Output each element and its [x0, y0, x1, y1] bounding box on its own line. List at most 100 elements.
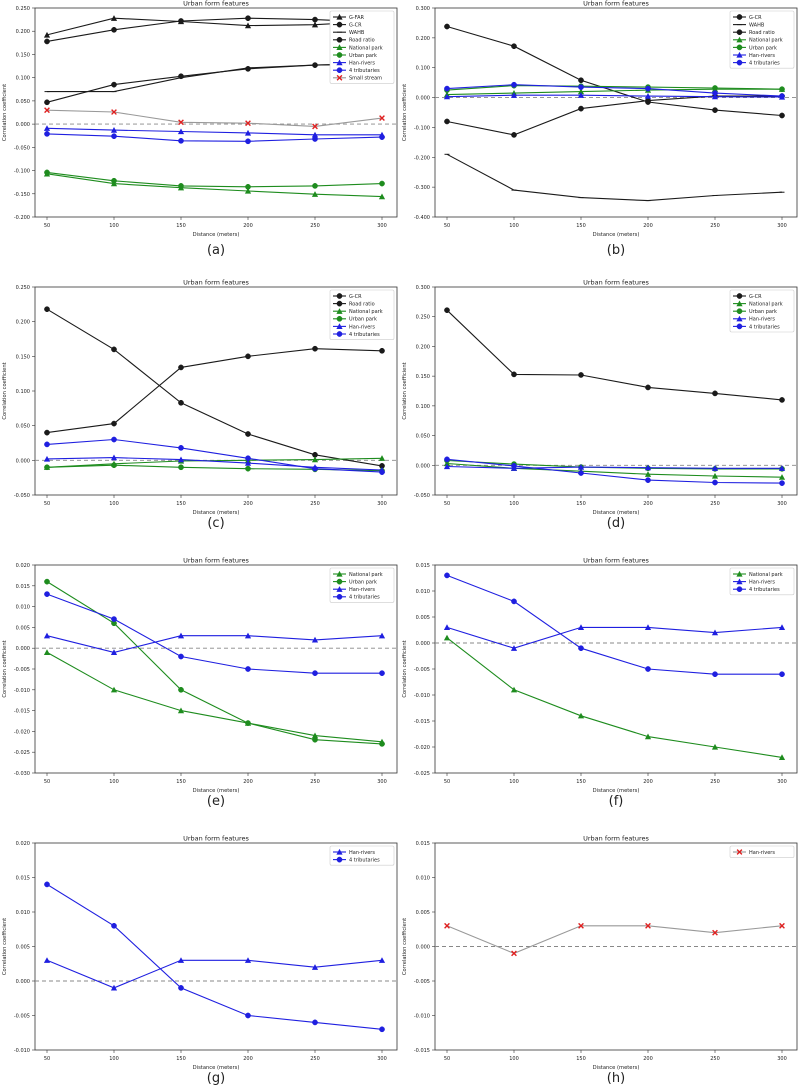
legend-label: WAHB [349, 30, 365, 36]
y-tick-label: 0.100 [416, 66, 430, 72]
data-point [245, 183, 251, 190]
legend-marker [336, 67, 343, 74]
data-point [245, 465, 251, 472]
series-line [46, 133, 383, 142]
data-point [644, 471, 652, 477]
legend-frame [729, 289, 795, 333]
legend-marker [736, 36, 743, 43]
y-tick-label: 0.300 [416, 285, 430, 291]
x-tick-label: 200 [643, 223, 653, 229]
data-point [177, 707, 185, 714]
data-point [778, 754, 786, 761]
x-axis-label: Distance (meters) [193, 1065, 240, 1071]
legend-entry: 4 tributaries [333, 67, 380, 74]
x-tick-label: 300 [377, 223, 387, 229]
series-line [446, 626, 783, 649]
series-line [446, 637, 783, 758]
legend-marker [736, 323, 743, 330]
y-tick-label: -0.010 [14, 688, 30, 694]
legend-label: 4 tributaries [349, 332, 380, 338]
data-point [111, 922, 117, 929]
series-urban-park [44, 169, 385, 190]
y-tick-label: 0.000 [416, 641, 430, 647]
series-line [446, 153, 783, 202]
data-point [110, 649, 118, 655]
legend-entry: WAHB [733, 23, 765, 29]
x-tick-label: 100 [509, 1056, 519, 1062]
series-line [46, 109, 383, 127]
data-point [244, 460, 252, 466]
series-line [46, 308, 383, 467]
x-tick-label: 100 [109, 223, 119, 229]
legend-entry: Han-rivers [333, 586, 375, 593]
legend: Han-rivers [729, 845, 795, 858]
panel-label: (c) [207, 516, 224, 531]
data-point [178, 364, 184, 371]
data-point [178, 183, 184, 189]
data-point [178, 399, 184, 406]
series-4-tributaries [44, 131, 385, 145]
x-tick-label: 100 [509, 779, 519, 785]
x-tick-label: 150 [176, 223, 186, 229]
legend-label: National park [749, 572, 783, 578]
data-point [44, 107, 50, 114]
data-point [779, 922, 785, 929]
x-tick-label: 300 [377, 501, 387, 507]
legend-marker [736, 308, 743, 315]
data-point [645, 97, 651, 104]
data-point [44, 429, 50, 436]
series-national-park [43, 170, 386, 200]
chart-panel: Urban form features 0.250 0.200 0.150 0.100 0… [2, 0, 398, 258]
y-tick-label: 0.100 [16, 76, 30, 82]
x-tick-label: 200 [243, 223, 253, 229]
legend-label: 4 tributaries [749, 324, 780, 330]
series-line [446, 85, 783, 91]
legend-entry: National park [733, 300, 783, 308]
data-point [645, 477, 651, 483]
data-point [444, 307, 450, 314]
data-point [578, 645, 584, 652]
y-tick-label: 0.005 [416, 910, 430, 916]
legend-label: Han-rivers [749, 317, 775, 323]
y-tick-label: 0.300 [416, 6, 430, 12]
y-tick-label: 0.000 [416, 945, 430, 951]
chart-title: Urban form features [583, 835, 649, 843]
data-point [444, 572, 450, 579]
x-tick-label: 150 [176, 779, 186, 785]
legend-label: Small stream [349, 76, 382, 82]
y-tick-label: 0.050 [16, 99, 30, 105]
chart-panel: Urban form features 0.300 0.250 0.200 0.150 0… [402, 279, 798, 531]
legend-label: Han-rivers [349, 324, 375, 330]
y-tick-label: 0.005 [416, 615, 430, 621]
series-line [46, 438, 383, 473]
legend-label: Han-rivers [349, 850, 375, 856]
series-urban-park [444, 457, 785, 472]
legend-entry: 4 tributaries [333, 593, 380, 601]
data-point [44, 131, 50, 137]
y-tick-label: 0.000 [16, 122, 30, 128]
legend-label: Han-rivers [349, 61, 375, 67]
series-han-rivers [43, 957, 386, 991]
x-tick-label: 300 [377, 779, 387, 785]
data-point [712, 107, 718, 113]
legend-marker [736, 570, 743, 577]
data-point [111, 420, 117, 427]
y-tick-label: 0.000 [16, 458, 30, 464]
data-point [111, 346, 117, 353]
data-point [177, 128, 185, 135]
y-tick-label: 0.000 [416, 463, 430, 469]
data-point [510, 686, 518, 693]
legend-entry: Han-rivers [733, 51, 775, 59]
series-small-stream [44, 107, 385, 130]
y-tick-label: 0.020 [16, 563, 30, 569]
legend-marker [336, 315, 343, 322]
legend-marker [736, 293, 743, 299]
data-point [312, 123, 318, 130]
legend-entry: 4 tributaries [733, 59, 780, 67]
x-tick-label: 50 [444, 223, 450, 229]
data-point [778, 465, 786, 471]
data-point [312, 670, 318, 677]
x-tick-label: 200 [243, 1056, 253, 1062]
legend-label: 4 tributaries [349, 68, 380, 74]
